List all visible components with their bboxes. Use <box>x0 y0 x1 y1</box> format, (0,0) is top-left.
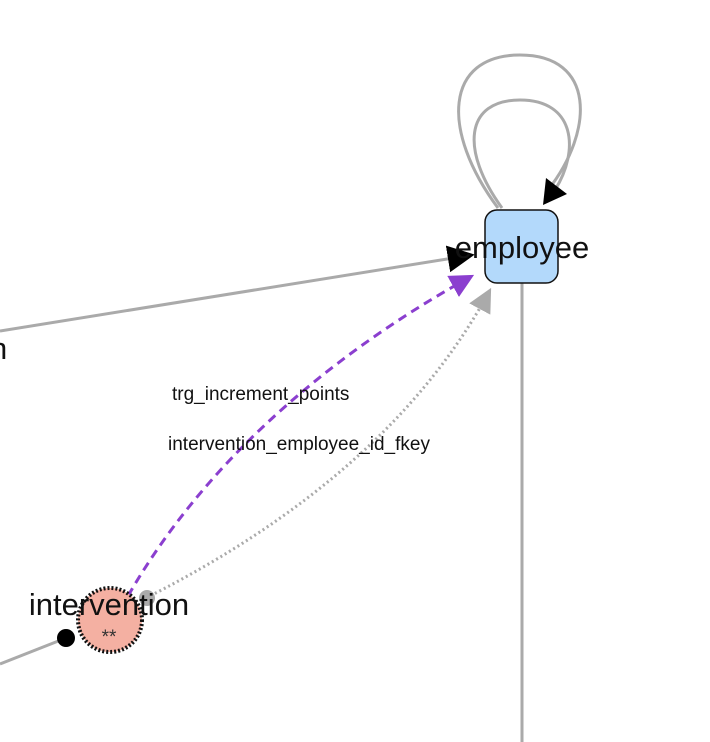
intervention-node-sublabel: ** <box>102 627 117 648</box>
edge-trigger[interactable] <box>126 274 475 597</box>
intervention-node-label: intervention <box>29 587 189 622</box>
self-loop-arrowhead <box>543 178 567 205</box>
employee-self-loop-inner[interactable] <box>472 98 571 209</box>
employee-node[interactable] <box>484 209 559 284</box>
offscreen-node-label: n <box>0 331 7 366</box>
employee-node-label: employee <box>455 230 589 265</box>
employee-self-loop-outer[interactable] <box>457 53 582 209</box>
intervention-node[interactable] <box>76 586 144 654</box>
edge-tail-dot <box>57 629 75 647</box>
edge-offscreen-to-employee[interactable] <box>0 245 475 333</box>
fkey-tail-dot <box>139 590 155 606</box>
edge-fkey-label: intervention_employee_id_fkey <box>168 434 430 455</box>
edge-trigger-label: trg_increment_points <box>172 384 349 405</box>
edge-offscreen-to-intervention[interactable] <box>0 636 67 666</box>
